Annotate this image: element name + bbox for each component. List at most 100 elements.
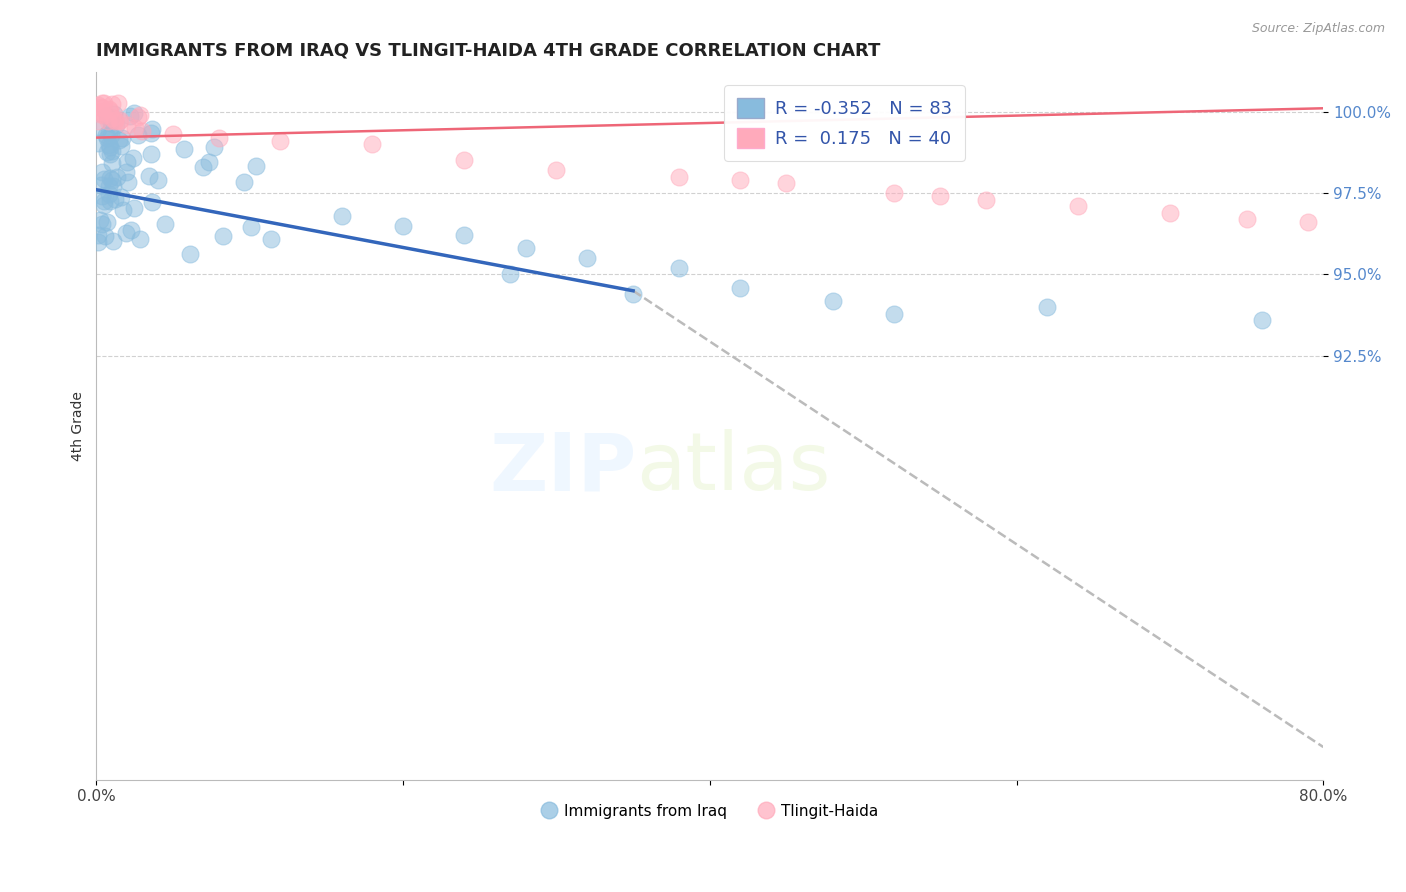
Point xyxy=(546,163,568,178)
Point xyxy=(108,114,131,128)
Point xyxy=(110,112,132,127)
Point xyxy=(97,187,120,202)
Point xyxy=(118,110,141,124)
Point xyxy=(730,280,752,294)
Point xyxy=(179,247,201,261)
Point xyxy=(93,194,115,208)
Point xyxy=(87,136,110,150)
Point xyxy=(361,137,384,152)
Point xyxy=(98,194,121,208)
Point xyxy=(94,229,117,244)
Text: atlas: atlas xyxy=(636,429,831,508)
Text: IMMIGRANTS FROM IRAQ VS TLINGIT-HAIDA 4TH GRADE CORRELATION CHART: IMMIGRANTS FROM IRAQ VS TLINGIT-HAIDA 4T… xyxy=(97,42,880,60)
Point xyxy=(110,190,132,204)
Text: Source: ZipAtlas.com: Source: ZipAtlas.com xyxy=(1251,22,1385,36)
Point xyxy=(122,151,145,165)
Point xyxy=(97,113,120,128)
Point xyxy=(93,108,115,122)
Point xyxy=(107,95,129,110)
Point xyxy=(139,126,162,140)
Point xyxy=(730,173,752,187)
Point xyxy=(883,186,905,200)
Point xyxy=(208,130,231,145)
Point xyxy=(141,194,163,209)
Point xyxy=(1067,199,1090,213)
Point xyxy=(101,144,124,158)
Point xyxy=(96,215,118,229)
Point xyxy=(202,140,225,154)
Point xyxy=(103,107,125,121)
Point xyxy=(1236,212,1258,227)
Point xyxy=(146,173,169,187)
Point xyxy=(515,241,537,255)
Point xyxy=(96,145,118,159)
Point xyxy=(98,104,121,119)
Point xyxy=(108,133,131,147)
Point xyxy=(111,131,134,145)
Point xyxy=(97,178,120,193)
Point xyxy=(103,179,125,194)
Point xyxy=(104,113,127,128)
Point xyxy=(100,128,122,143)
Point xyxy=(96,109,118,123)
Point xyxy=(129,232,152,246)
Point xyxy=(87,235,110,249)
Point xyxy=(87,121,110,136)
Point xyxy=(131,124,153,138)
Point xyxy=(269,134,291,148)
Point xyxy=(98,137,121,152)
Point xyxy=(668,260,690,275)
Point xyxy=(499,268,522,282)
Point xyxy=(98,140,121,154)
Point xyxy=(96,128,118,143)
Point xyxy=(122,201,145,215)
Point xyxy=(453,228,475,243)
Point xyxy=(232,175,254,189)
Point xyxy=(90,100,112,114)
Point xyxy=(139,147,162,161)
Point xyxy=(101,173,124,187)
Point xyxy=(668,169,690,184)
Point xyxy=(155,217,177,231)
Point xyxy=(93,171,115,186)
Point xyxy=(103,234,125,248)
Point xyxy=(107,169,129,184)
Point xyxy=(1296,215,1319,229)
Point xyxy=(97,102,120,116)
Point xyxy=(100,116,122,130)
Point xyxy=(127,110,149,124)
Point xyxy=(90,218,112,232)
Point xyxy=(138,169,160,183)
Point xyxy=(91,189,114,203)
Point xyxy=(89,212,111,227)
Point xyxy=(115,118,138,132)
Point xyxy=(127,128,149,142)
Point xyxy=(1159,205,1181,219)
Point xyxy=(90,178,112,192)
Point xyxy=(974,193,997,207)
Y-axis label: 4th Grade: 4th Grade xyxy=(72,391,86,461)
Point xyxy=(117,154,139,169)
Point xyxy=(96,131,118,145)
Point xyxy=(122,106,145,120)
Text: ZIP: ZIP xyxy=(489,429,636,508)
Point xyxy=(124,120,146,135)
Point xyxy=(87,114,110,128)
Point xyxy=(120,222,142,236)
Point xyxy=(90,95,112,110)
Point xyxy=(928,189,950,203)
Point xyxy=(98,171,121,186)
Point xyxy=(114,226,136,240)
Point xyxy=(821,293,844,308)
Point xyxy=(90,165,112,179)
Point xyxy=(101,97,124,112)
Point xyxy=(91,102,114,116)
Point xyxy=(101,155,124,169)
Point xyxy=(162,128,184,142)
Point xyxy=(89,107,111,121)
Point xyxy=(100,147,122,161)
Point xyxy=(453,153,475,168)
Point xyxy=(141,122,163,136)
Point xyxy=(883,307,905,321)
Point xyxy=(197,154,219,169)
